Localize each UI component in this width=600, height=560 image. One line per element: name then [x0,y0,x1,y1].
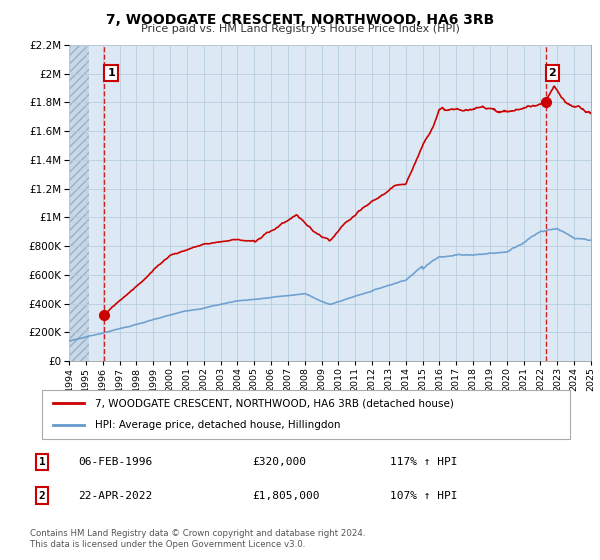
Text: 7, WOODGATE CRESCENT, NORTHWOOD, HA6 3RB (detached house): 7, WOODGATE CRESCENT, NORTHWOOD, HA6 3RB… [95,398,454,408]
Text: 2: 2 [548,68,556,78]
Text: 117% ↑ HPI: 117% ↑ HPI [390,457,458,467]
Text: 06-FEB-1996: 06-FEB-1996 [78,457,152,467]
FancyBboxPatch shape [42,390,570,438]
Bar [69,45,89,361]
Text: Contains HM Land Registry data © Crown copyright and database right 2024.
This d: Contains HM Land Registry data © Crown c… [30,529,365,549]
Text: HPI: Average price, detached house, Hillingdon: HPI: Average price, detached house, Hill… [95,421,340,431]
Text: Price paid vs. HM Land Registry's House Price Index (HPI): Price paid vs. HM Land Registry's House … [140,24,460,34]
Text: 2: 2 [38,491,46,501]
Text: 1: 1 [107,68,115,78]
Text: £1,805,000: £1,805,000 [252,491,320,501]
Text: £320,000: £320,000 [252,457,306,467]
Text: 7, WOODGATE CRESCENT, NORTHWOOD, HA6 3RB: 7, WOODGATE CRESCENT, NORTHWOOD, HA6 3RB [106,13,494,27]
Text: 22-APR-2022: 22-APR-2022 [78,491,152,501]
Text: 107% ↑ HPI: 107% ↑ HPI [390,491,458,501]
Text: 1: 1 [38,457,46,467]
